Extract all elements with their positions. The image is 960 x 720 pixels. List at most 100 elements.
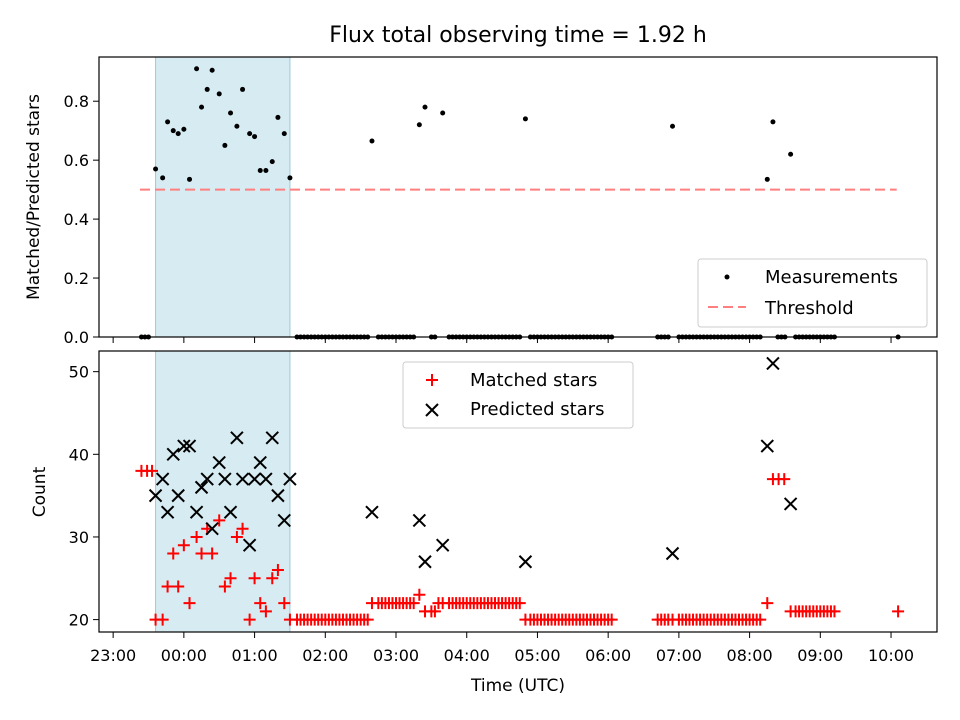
matched-star-point	[754, 613, 767, 626]
legend-predicted-marker	[425, 403, 439, 417]
matched-star-point	[190, 530, 203, 543]
matched-star-point	[146, 464, 159, 477]
matched-stars-points	[135, 464, 905, 626]
predicted-star-point	[283, 472, 297, 486]
measurement-point	[170, 128, 176, 134]
bottom-xtick-label: 04:00	[444, 646, 490, 665]
predicted-star-point	[171, 488, 185, 503]
top-legend: Measurements Threshold	[697, 258, 928, 328]
measurement-point	[240, 86, 246, 92]
bottom-legend: Matched stars Predicted stars	[402, 361, 634, 429]
matched-star-point	[892, 605, 905, 618]
matched-star-point	[513, 597, 526, 610]
matched-star-point	[778, 473, 791, 486]
bottom-xtick-label: 23:00	[90, 646, 136, 665]
matched-star-point	[428, 605, 441, 618]
measurement-point	[416, 122, 422, 128]
measurement-point	[281, 131, 287, 137]
bottom-x-axis-ticks: 23:00 00:00 01:00 02:00 03:00 04:00 05:00 06:00…	[90, 632, 914, 665]
measurement-point	[234, 123, 240, 129]
predicted-star-point	[200, 472, 214, 486]
predicted-star-point	[766, 356, 780, 371]
predicted-star-point	[760, 439, 774, 453]
measurement-point	[175, 131, 181, 137]
predicted-star-point	[177, 439, 191, 453]
measurement-point	[204, 86, 210, 92]
bottom-xtick-label: 09:00	[797, 646, 843, 665]
matched-star-point	[172, 580, 185, 593]
predicted-star-point	[518, 555, 533, 569]
bottom-xtick-label: 01:00	[232, 646, 278, 665]
bottom-highlight-span	[155, 350, 291, 633]
bottom-ytick-label: 40	[69, 445, 89, 464]
top-panel: 0.00.20.40.60.8 Matched/Predicted stars …	[24, 56, 938, 347]
measurement-point	[181, 126, 187, 132]
top-ytick-label: 0.0	[64, 328, 89, 347]
top-axes-frame	[98, 56, 938, 338]
legend-measurements-marker	[724, 274, 730, 280]
predicted-star-point	[783, 497, 798, 511]
predicted-star-point	[160, 505, 175, 519]
matched-star-point	[243, 613, 256, 626]
predicted-stars-points	[148, 356, 798, 569]
bottom-xtick-label: 02:00	[302, 646, 348, 665]
predicted-star-point	[148, 488, 163, 503]
matched-star-point	[206, 547, 219, 560]
matched-star-point	[167, 547, 180, 560]
predicted-star-point	[212, 455, 226, 470]
predicted-star-point	[205, 521, 219, 536]
bottom-xtick-label: 07:00	[656, 646, 702, 665]
predicted-star-point	[235, 472, 250, 486]
matched-star-point	[230, 530, 243, 543]
measurement-point	[194, 66, 200, 72]
measurement-point	[187, 176, 193, 182]
chart-title: Flux total observing time = 1.92 h	[329, 23, 707, 48]
bottom-panel: 20 30 40 50 23:00 00:00 01:00 02:00 03:00 04:00 0…	[30, 350, 938, 696]
legend-matched-label: Matched stars	[470, 370, 597, 391]
matched-star-point	[224, 572, 237, 585]
matched-star-point	[271, 564, 284, 577]
bottom-xtick-label: 05:00	[514, 646, 560, 665]
measurement-point	[440, 110, 446, 116]
predicted-star-point	[277, 513, 291, 528]
matched-star-point	[213, 514, 226, 527]
matched-star-point	[361, 613, 374, 626]
matched-star-point	[177, 539, 190, 552]
bottom-xtick-label: 10:00	[868, 646, 914, 665]
predicted-star-point	[218, 472, 232, 486]
predicted-star-point	[665, 546, 680, 561]
matched-star-point	[161, 580, 174, 593]
predicted-star-point	[253, 455, 267, 470]
matched-star-point	[259, 605, 272, 618]
legend-predicted-label: Predicted stars	[470, 399, 604, 420]
top-highlight-span	[155, 56, 291, 338]
measurement-point	[788, 151, 794, 157]
matched-star-point	[407, 597, 420, 610]
measurement-point	[275, 114, 281, 120]
predicted-star-point	[247, 472, 262, 486]
matched-star-point	[413, 588, 426, 601]
predicted-star-point	[182, 439, 197, 453]
legend-matched-marker	[426, 374, 438, 386]
predicted-star-point	[418, 555, 432, 569]
measurement-point	[247, 131, 253, 137]
measurement-point	[522, 116, 528, 122]
predicted-star-point	[259, 472, 273, 486]
bottom-y-axis-label: Count	[30, 466, 50, 517]
bottom-ytick-label: 20	[69, 611, 89, 630]
measurement-point	[257, 167, 263, 173]
legend-threshold-label: Threshold	[764, 298, 854, 319]
bottom-axes-frame	[98, 350, 938, 633]
matched-star-point	[195, 547, 208, 560]
measurement-point	[153, 166, 159, 172]
top-y-axis-label: Matched/Predicted stars	[24, 94, 44, 300]
top-ytick-label: 0.4	[64, 210, 89, 229]
bottom-y-axis-ticks: 20 30 40 50	[69, 363, 99, 630]
top-ytick-label: 0.6	[64, 151, 89, 170]
predicted-star-point	[166, 447, 180, 462]
matched-star-point	[218, 580, 231, 593]
matched-star-point	[254, 597, 267, 610]
predicted-star-point	[155, 472, 170, 486]
measurement-point	[199, 104, 205, 110]
bottom-xtick-label: 08:00	[727, 646, 773, 665]
